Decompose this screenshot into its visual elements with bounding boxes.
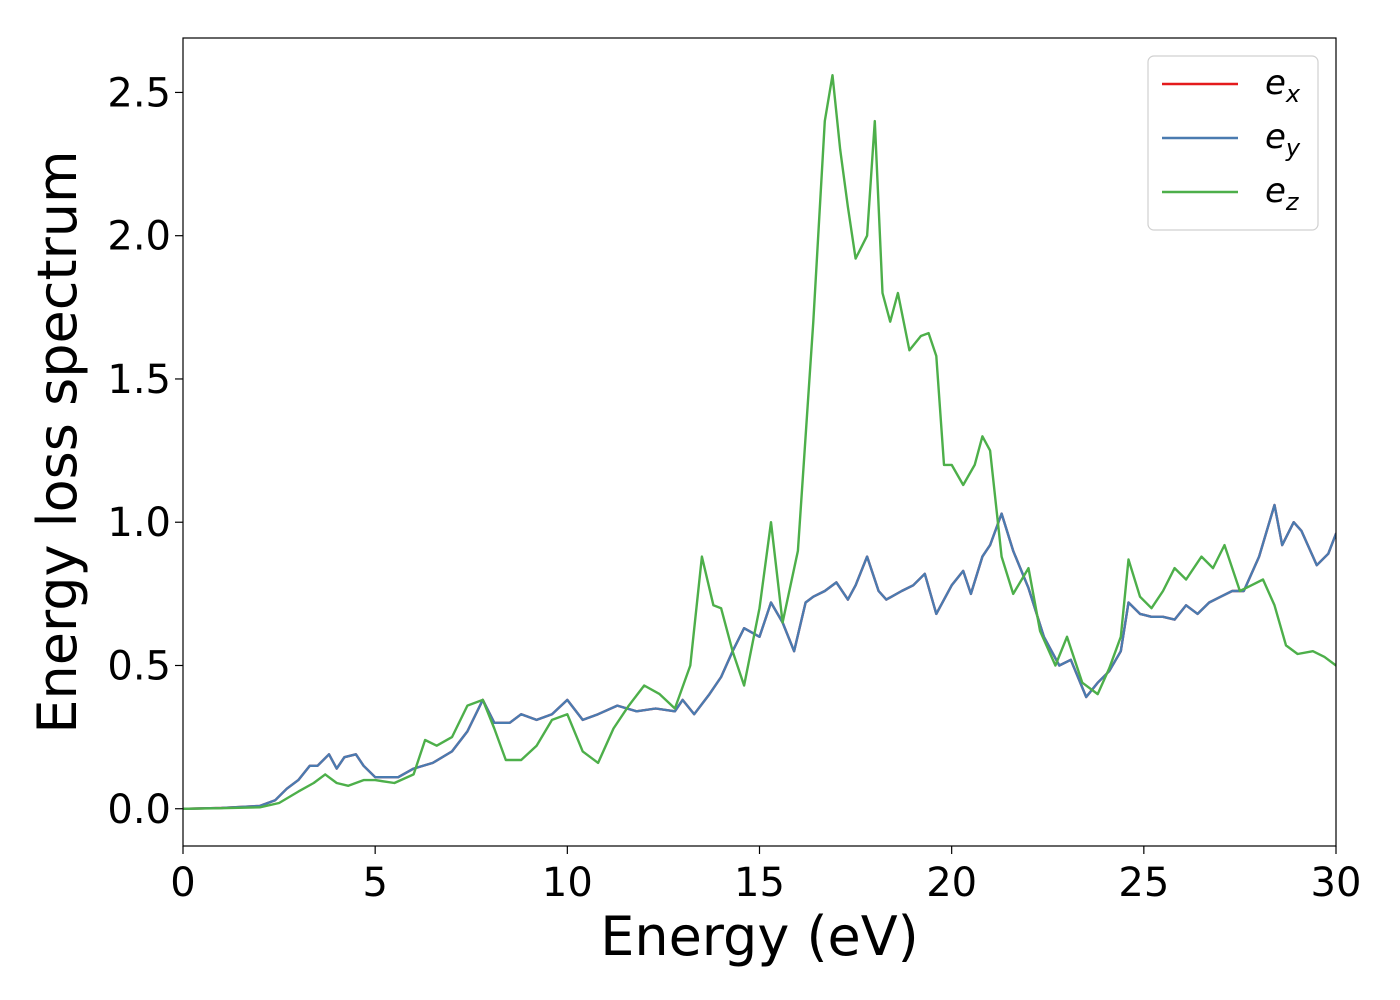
- legend-label-subscript: y: [1285, 134, 1301, 162]
- series-line-y: [183, 503, 1336, 810]
- legend-box: [1147, 55, 1319, 231]
- y-axis: 0.0 0.5 1.0 1.5 2.0 2.5: [107, 70, 183, 833]
- x-tick-label: 5: [362, 860, 387, 906]
- legend-label-base: e: [1265, 171, 1286, 211]
- x-tick-label: 15: [734, 860, 785, 906]
- x-tick-label: 30: [1311, 860, 1362, 906]
- y-axis-label: Energy loss spectrum: [26, 150, 89, 733]
- x-axis-label: Energy (eV): [600, 905, 919, 968]
- y-tick-label: 0.0: [107, 787, 171, 833]
- x-tick-label: 20: [926, 860, 977, 906]
- y-tick-label: 1.0: [107, 500, 171, 546]
- legend-label-z: ez: [1265, 171, 1300, 216]
- legend-label-subscript: z: [1285, 188, 1300, 216]
- y-tick-label: 2.0: [107, 214, 171, 260]
- x-tick-label: 0: [170, 860, 195, 906]
- x-tick-label: 10: [542, 860, 593, 906]
- y-tick-label: 1.5: [107, 357, 171, 403]
- legend-label-subscript: x: [1285, 80, 1301, 108]
- legend-label-base: e: [1265, 63, 1286, 103]
- y-tick-label: 2.5: [107, 70, 171, 116]
- x-tick-label: 25: [1118, 860, 1169, 906]
- series-line-x: [183, 503, 1336, 810]
- series-line-z: [183, 73, 1336, 810]
- y-tick-label: 0.5: [107, 643, 171, 689]
- x-axis: 0 5 10 15 20 25 30: [170, 846, 1361, 906]
- legend-label-x: ex: [1265, 63, 1301, 108]
- series-layer: [183, 73, 1336, 810]
- legend-label-y: ey: [1265, 117, 1301, 162]
- legend-label-base: e: [1265, 117, 1286, 157]
